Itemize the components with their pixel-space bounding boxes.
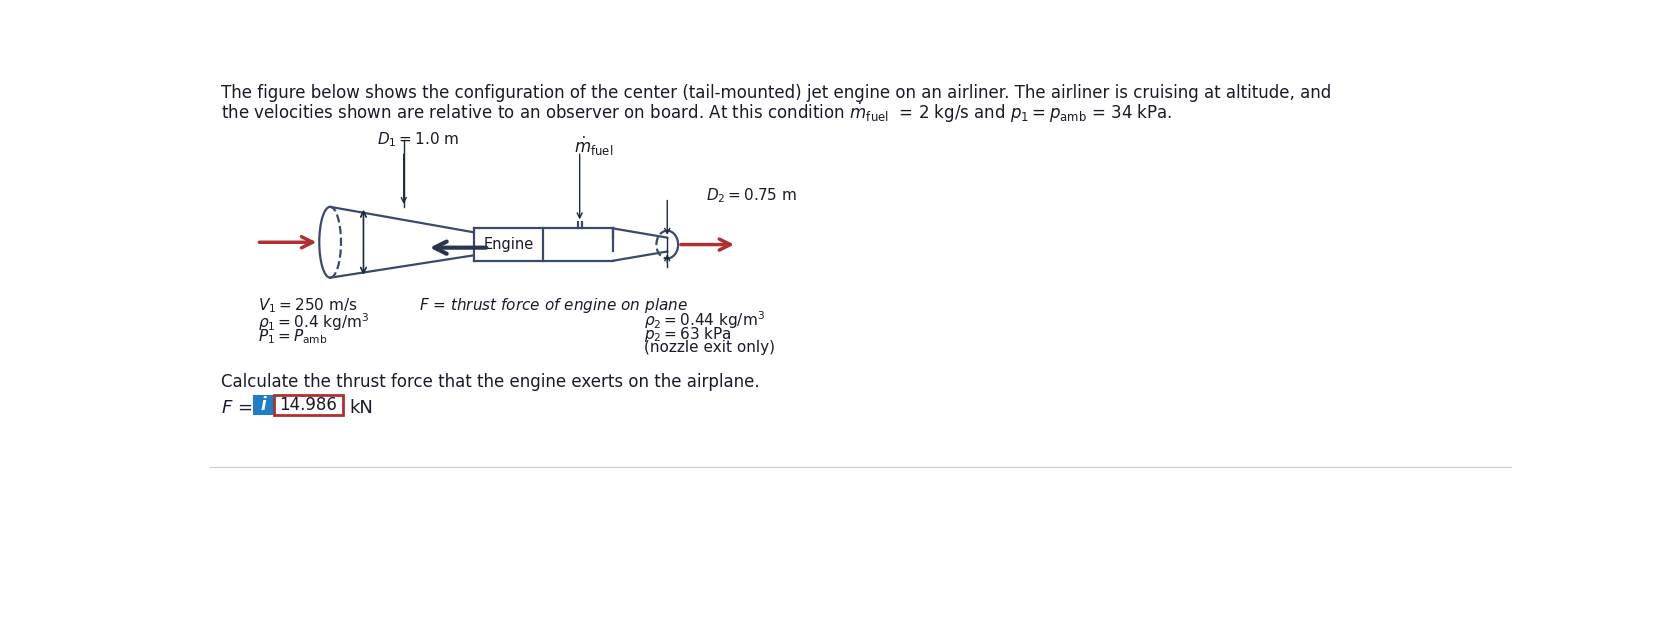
Text: 14.986: 14.986 <box>279 396 338 414</box>
FancyBboxPatch shape <box>254 395 274 415</box>
Text: i: i <box>260 396 267 414</box>
Text: Engine: Engine <box>484 237 534 252</box>
Text: kN: kN <box>349 399 373 417</box>
Text: $\rho_1 = 0.4$ kg/m$^3$: $\rho_1 = 0.4$ kg/m$^3$ <box>259 312 370 334</box>
Text: The figure below shows the configuration of the center (tail-mounted) jet engine: The figure below shows the configuration… <box>220 84 1331 102</box>
Text: $D_1 = 1.0$ m: $D_1 = 1.0$ m <box>376 130 459 149</box>
FancyBboxPatch shape <box>274 395 343 415</box>
Text: $\rho_2 = 0.44$ kg/m$^3$: $\rho_2 = 0.44$ kg/m$^3$ <box>643 309 764 331</box>
Text: $\dot{m}_{\mathrm{fuel}}$: $\dot{m}_{\mathrm{fuel}}$ <box>575 135 613 157</box>
Text: $V_1 = 250$ m/s: $V_1 = 250$ m/s <box>259 296 358 315</box>
Text: (nozzle exit only): (nozzle exit only) <box>643 340 774 355</box>
Text: $p_2 = 63$ kPa: $p_2 = 63$ kPa <box>643 325 732 343</box>
Text: Calculate the thrust force that the engine exerts on the airplane.: Calculate the thrust force that the engi… <box>220 373 759 391</box>
Text: $F$ = thrust force of engine on plane: $F$ = thrust force of engine on plane <box>420 296 689 315</box>
Text: $P_1 = P_{\mathrm{amb}}$: $P_1 = P_{\mathrm{amb}}$ <box>259 327 328 346</box>
Text: the velocities shown are relative to an observer on board. At this condition $\d: the velocities shown are relative to an … <box>220 100 1173 125</box>
Text: $D_2 = 0.75$ m: $D_2 = 0.75$ m <box>706 186 796 205</box>
Text: $F$ =: $F$ = <box>220 399 252 417</box>
